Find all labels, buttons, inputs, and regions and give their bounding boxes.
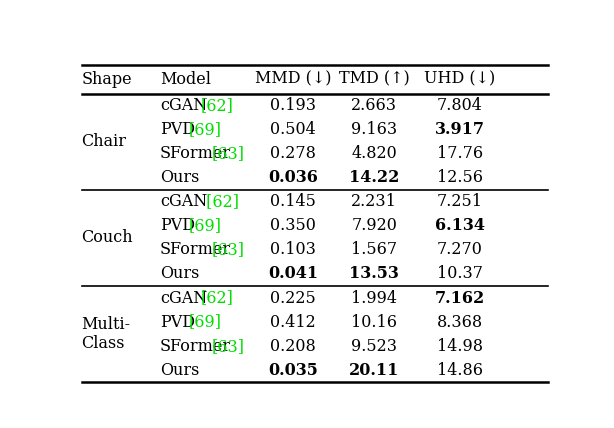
Text: cGAN: cGAN: [160, 289, 208, 306]
Text: [63]: [63]: [211, 241, 244, 259]
Text: 0.225: 0.225: [270, 289, 316, 306]
Text: 10.37: 10.37: [437, 265, 483, 282]
Text: UHD (↓): UHD (↓): [424, 71, 495, 88]
Text: SFormer: SFormer: [160, 338, 231, 355]
Text: 14.22: 14.22: [349, 169, 399, 186]
Text: 7.162: 7.162: [435, 289, 485, 306]
Text: 1.567: 1.567: [351, 241, 397, 259]
Text: SFormer: SFormer: [160, 145, 231, 162]
Text: 0.145: 0.145: [270, 193, 316, 210]
Text: 1.994: 1.994: [351, 289, 397, 306]
Text: 0.504: 0.504: [270, 121, 316, 138]
Text: 3.917: 3.917: [435, 121, 485, 138]
Text: [69]: [69]: [188, 121, 222, 138]
Text: PVD: PVD: [160, 121, 195, 138]
Text: 20.11: 20.11: [349, 362, 399, 379]
Text: Multi-
Class: Multi- Class: [82, 316, 131, 352]
Text: TMD (↑): TMD (↑): [339, 71, 410, 88]
Text: 0.041: 0.041: [268, 265, 318, 282]
Text: 0.278: 0.278: [270, 145, 316, 162]
Text: MMD (↓): MMD (↓): [255, 71, 332, 88]
Text: Ours: Ours: [160, 265, 200, 282]
Text: [62]: [62]: [201, 193, 239, 210]
Text: 2.663: 2.663: [351, 97, 397, 114]
Text: 7.270: 7.270: [437, 241, 483, 259]
Text: 0.350: 0.350: [270, 217, 316, 235]
Text: 4.820: 4.820: [351, 145, 397, 162]
Text: 14.98: 14.98: [437, 338, 483, 355]
Text: 0.103: 0.103: [270, 241, 316, 259]
Text: 10.16: 10.16: [351, 314, 397, 330]
Text: 0.193: 0.193: [270, 97, 316, 114]
Text: 17.76: 17.76: [437, 145, 483, 162]
Text: 0.208: 0.208: [270, 338, 316, 355]
Text: [62]: [62]: [201, 97, 234, 114]
Text: [62]: [62]: [201, 289, 234, 306]
Text: 2.231: 2.231: [351, 193, 397, 210]
Text: 7.804: 7.804: [437, 97, 483, 114]
Text: 6.134: 6.134: [435, 217, 485, 235]
Text: 14.86: 14.86: [437, 362, 483, 379]
Text: 7.920: 7.920: [351, 217, 397, 235]
Text: Chair: Chair: [82, 133, 126, 150]
Text: 9.163: 9.163: [351, 121, 397, 138]
Text: 0.412: 0.412: [270, 314, 316, 330]
Text: Ours: Ours: [160, 362, 200, 379]
Text: 13.53: 13.53: [349, 265, 399, 282]
Text: PVD: PVD: [160, 217, 195, 235]
Text: PVD: PVD: [160, 314, 195, 330]
Text: 0.035: 0.035: [268, 362, 318, 379]
Text: 7.251: 7.251: [437, 193, 483, 210]
Text: 12.56: 12.56: [437, 169, 483, 186]
Text: cGAN: cGAN: [160, 97, 208, 114]
Text: Shape: Shape: [82, 71, 132, 88]
Text: SFormer: SFormer: [160, 241, 231, 259]
Text: 9.523: 9.523: [351, 338, 397, 355]
Text: 8.368: 8.368: [437, 314, 483, 330]
Text: cGAN: cGAN: [160, 193, 208, 210]
Text: [69]: [69]: [188, 314, 222, 330]
Text: Ours: Ours: [160, 169, 200, 186]
Text: [69]: [69]: [188, 217, 222, 235]
Text: Model: Model: [160, 71, 211, 88]
Text: [63]: [63]: [211, 145, 244, 162]
Text: 0.036: 0.036: [268, 169, 318, 186]
Text: Couch: Couch: [82, 229, 133, 247]
Text: [63]: [63]: [211, 338, 244, 355]
